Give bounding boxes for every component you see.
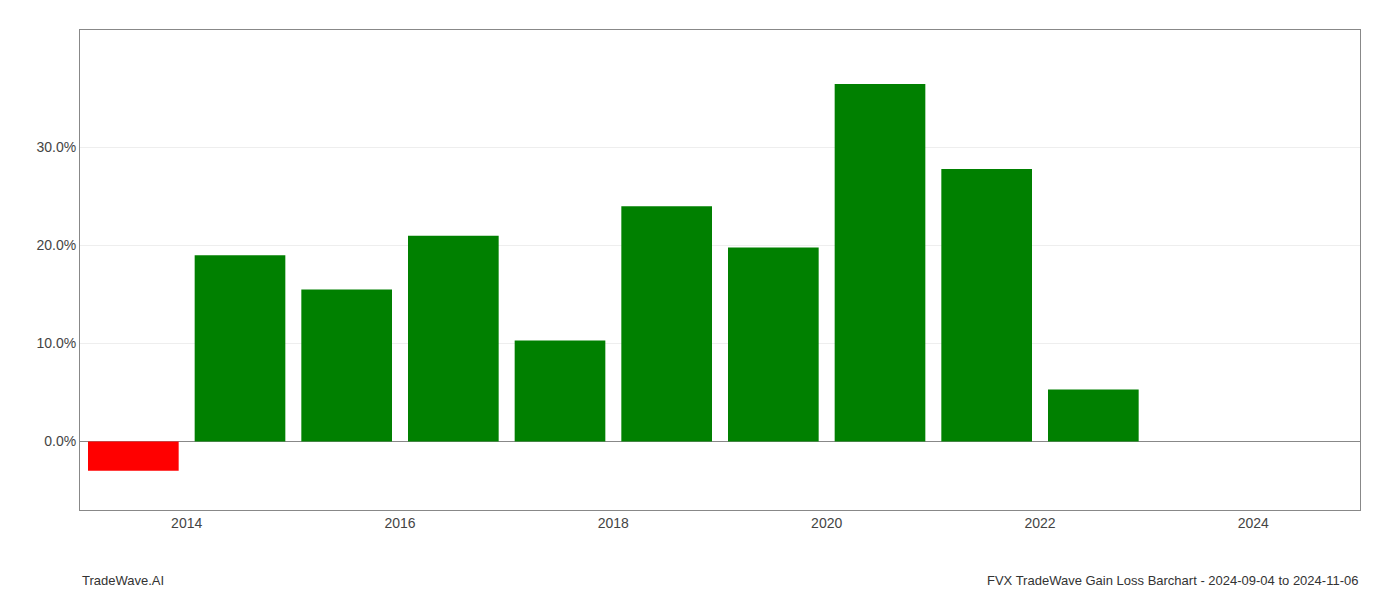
svg-text:2020: 2020 <box>811 515 842 531</box>
svg-text:20.0%: 20.0% <box>36 237 76 253</box>
svg-text:2014: 2014 <box>171 515 202 531</box>
svg-text:FVX TradeWave Gain Loss Barcha: FVX TradeWave Gain Loss Barchart - 2024-… <box>987 573 1358 588</box>
svg-text:2018: 2018 <box>598 515 629 531</box>
svg-text:2024: 2024 <box>1238 515 1269 531</box>
svg-text:10.0%: 10.0% <box>36 335 76 351</box>
svg-text:2022: 2022 <box>1024 515 1055 531</box>
svg-text:0.0%: 0.0% <box>44 433 76 449</box>
svg-text:30.0%: 30.0% <box>36 139 76 155</box>
svg-text:2016: 2016 <box>384 515 415 531</box>
svg-text:TradeWave.AI: TradeWave.AI <box>82 573 164 588</box>
